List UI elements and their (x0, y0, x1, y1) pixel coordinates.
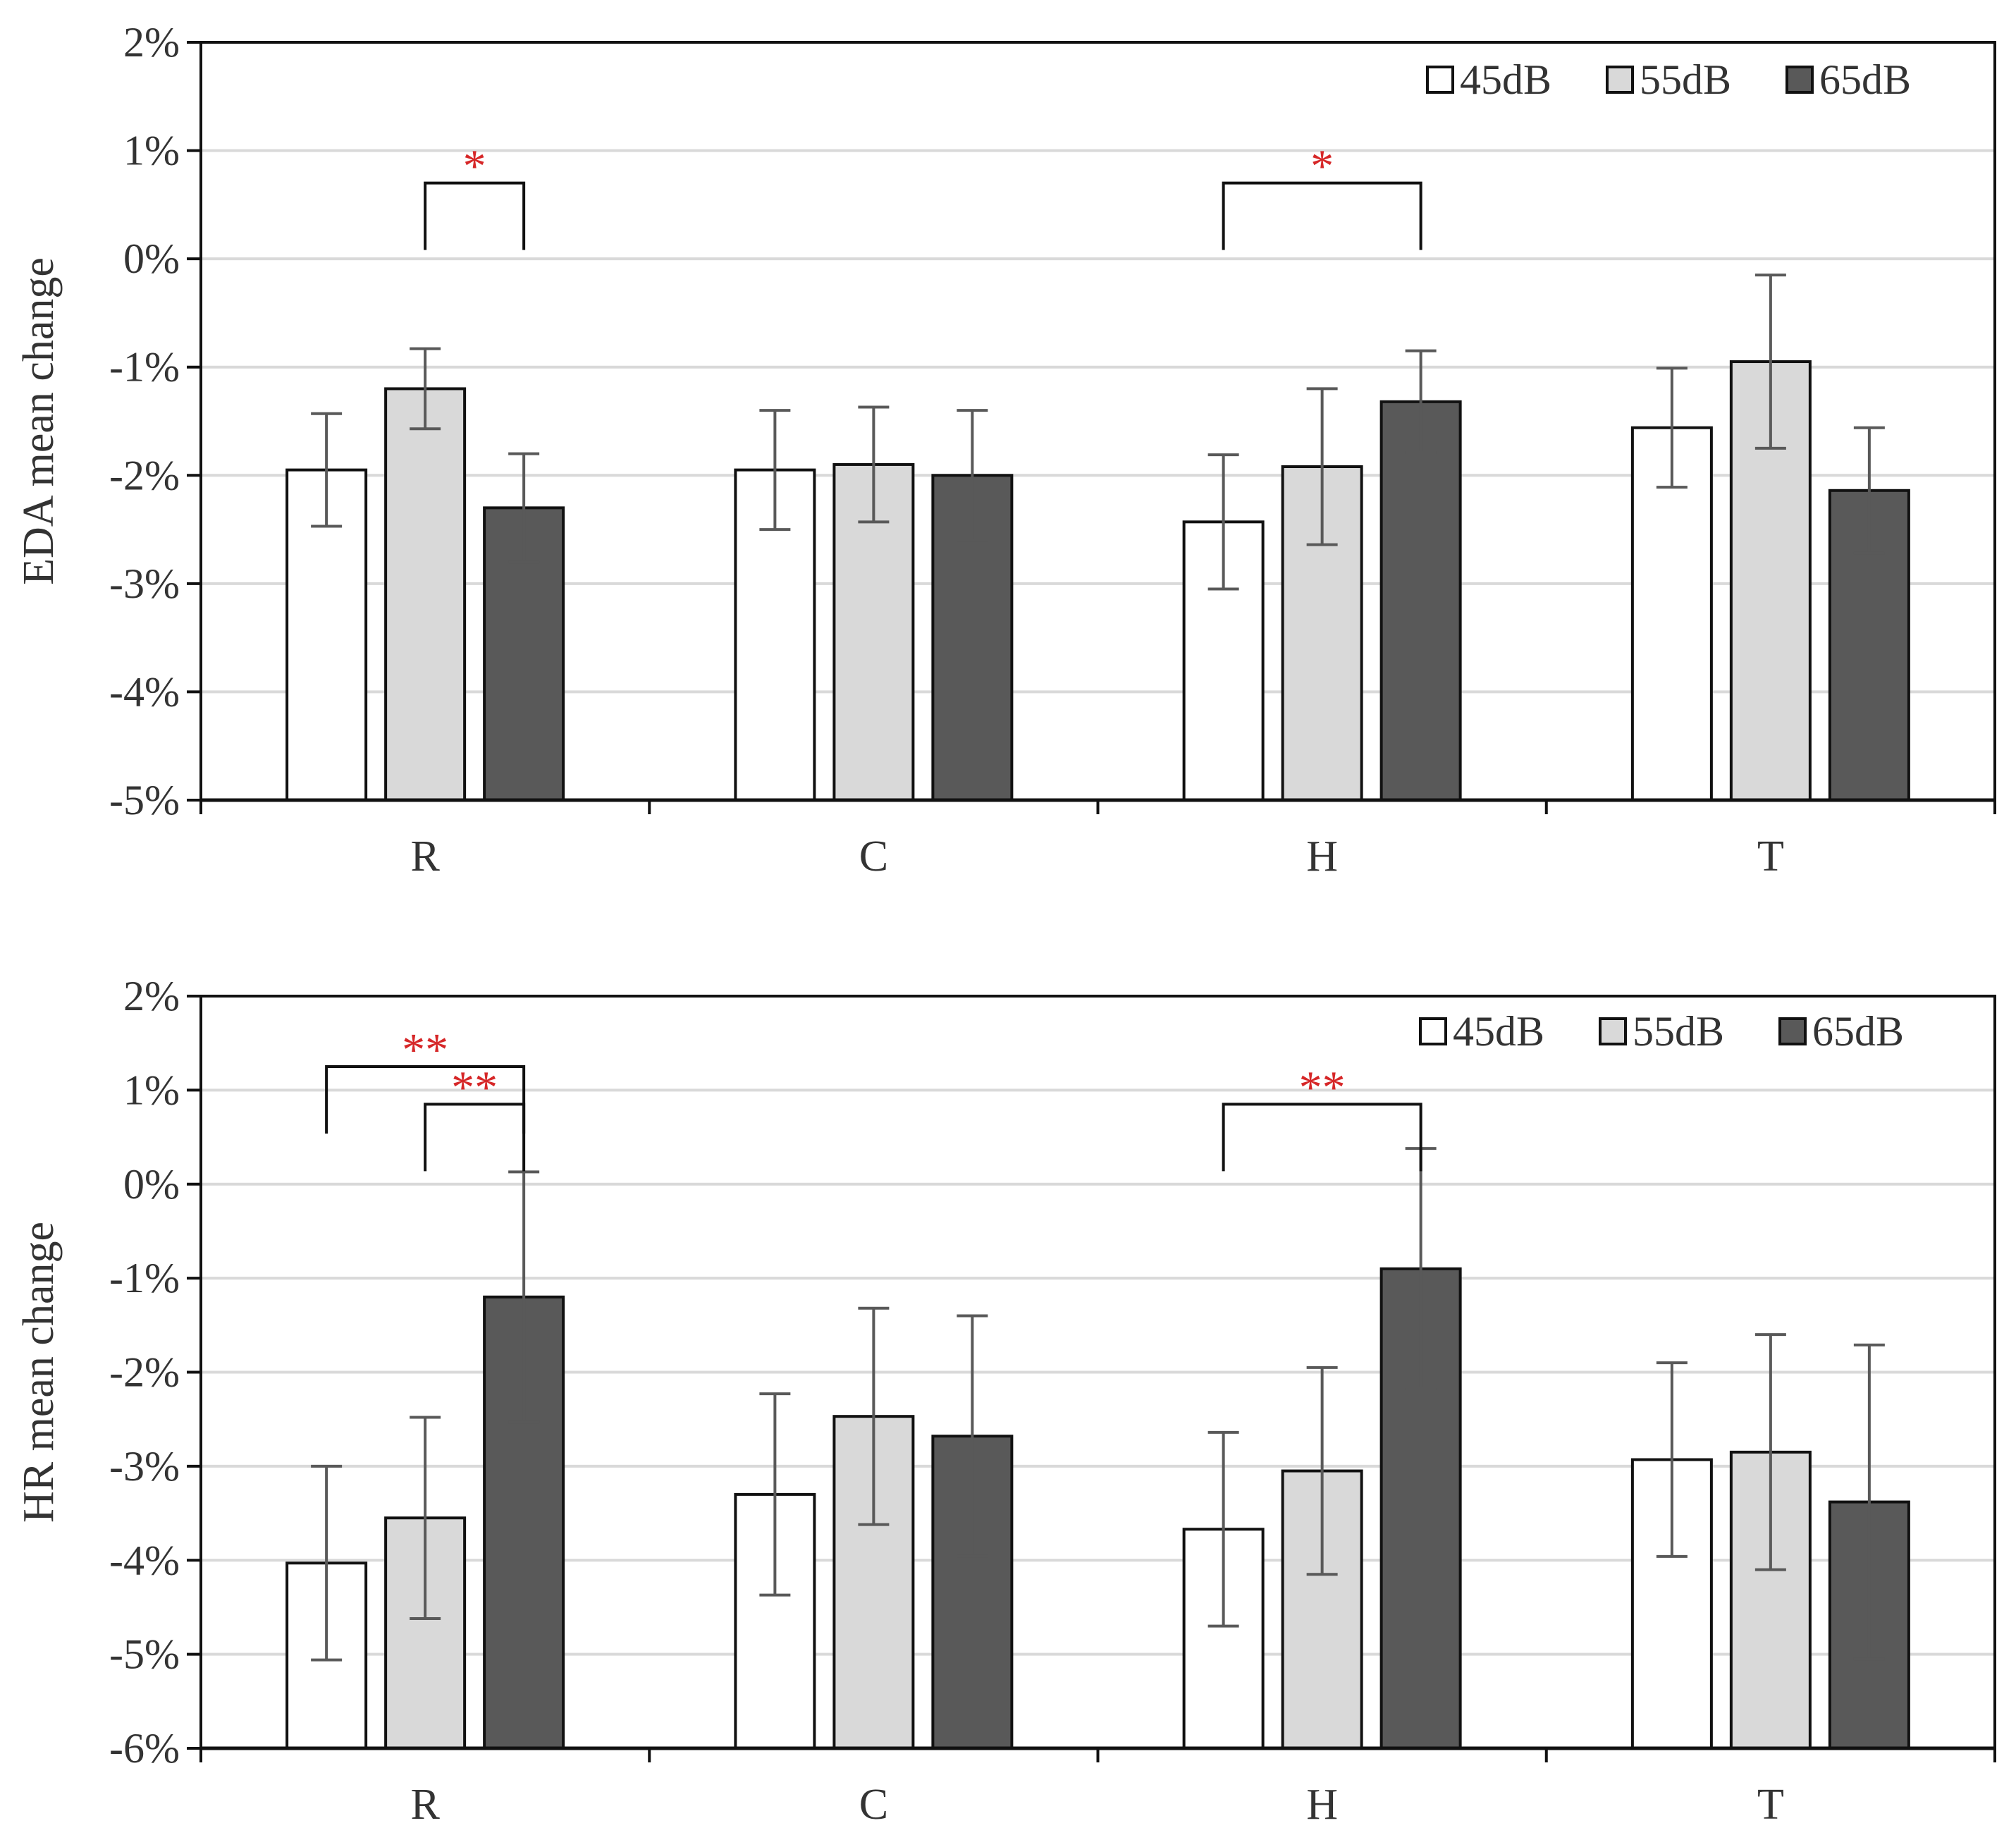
eda-y-tick-label: -1% (109, 344, 180, 391)
hr-y-tick-label: -2% (109, 1349, 180, 1396)
eda-legend-label: 55dB (1640, 56, 1731, 103)
eda-significance-bracket (1222, 181, 1422, 250)
hr-y-tick-label: 2% (123, 973, 180, 1019)
eda-significance-label: * (463, 141, 486, 192)
eda-chart: R C H T * * 2% 1% 0% -1% -2% -3% -4% -5% EDA mean chan… (15, 19, 1996, 880)
eda-legend-label: 65dB (1819, 56, 1911, 103)
eda-legend-swatch-55dB (1606, 66, 1634, 94)
hr-x-tick-label: R (410, 1781, 440, 1829)
hr-legend-swatch-55dB (1599, 1017, 1627, 1045)
hr-legend-swatch-45dB (1419, 1017, 1447, 1045)
hr-legend: 45dB 55dB 65dB (1419, 1008, 1904, 1055)
hr-legend-label: 55dB (1633, 1008, 1724, 1055)
eda-legend: 45dB 55dB 65dB (1426, 56, 1911, 103)
hr-significance-bracket (1222, 1103, 1422, 1172)
hr-y-axis-label: HR mean change (15, 1222, 63, 1523)
eda-legend-swatch-65dB (1785, 66, 1814, 94)
eda-y-tick-label: 1% (123, 128, 180, 174)
hr-legend-label: 65dB (1812, 1008, 1904, 1055)
hr-y-tick-label: -1% (109, 1255, 180, 1301)
eda-y-axis-label: EDA mean change (15, 257, 63, 585)
hr-significance-bracket (424, 1103, 526, 1172)
hr-legend-label: 45dB (1453, 1008, 1544, 1055)
hr-x-tick-label: C (859, 1781, 888, 1829)
eda-x-tick-label: H (1306, 833, 1338, 880)
eda-bar-H-65dB (1379, 400, 1462, 802)
eda-y-tick-label: -4% (109, 668, 180, 715)
eda-x-tick-label: R (410, 833, 440, 880)
hr-y-tick-label: -4% (109, 1537, 180, 1583)
eda-y-tick-label: 0% (123, 235, 180, 282)
hr-y-tick-label: 0% (123, 1161, 180, 1208)
hr-significance-label: ** (451, 1062, 498, 1113)
eda-y-tick-label: -2% (109, 452, 180, 498)
hr-significance-label: ** (402, 1024, 448, 1076)
eda-y-tick-label: -3% (109, 560, 180, 607)
hr-y-tick-label: -6% (109, 1725, 180, 1772)
eda-legend-label: 45dB (1460, 56, 1551, 103)
hr-y-tick-label: -3% (109, 1443, 180, 1490)
eda-bar-T-45dB (1630, 426, 1713, 802)
eda-y-tick-label: 2% (123, 19, 180, 66)
hr-x-tick-label: T (1757, 1781, 1784, 1829)
eda-significance-bracket (424, 181, 526, 250)
eda-x-tick-label: C (859, 833, 888, 880)
hr-x-tick-label: H (1306, 1781, 1338, 1829)
eda-x-tick-label: T (1757, 833, 1784, 880)
eda-legend-swatch-45dB (1426, 66, 1454, 94)
eda-bar-R-55dB (384, 387, 467, 802)
eda-significance-label: * (1310, 141, 1334, 192)
hr-legend-swatch-65dB (1778, 1017, 1807, 1045)
hr-significance-bracket (325, 1065, 526, 1134)
hr-significance-label: ** (1299, 1062, 1346, 1113)
hr-chart: R C H T**** **2%1%0%-1%-2%-3%-4%-5%-6%HR mea… (15, 973, 1996, 1829)
eda-y-tick-label: -5% (109, 777, 180, 823)
hr-y-tick-label: 1% (123, 1067, 180, 1113)
hr-y-tick-label: -5% (109, 1631, 180, 1678)
